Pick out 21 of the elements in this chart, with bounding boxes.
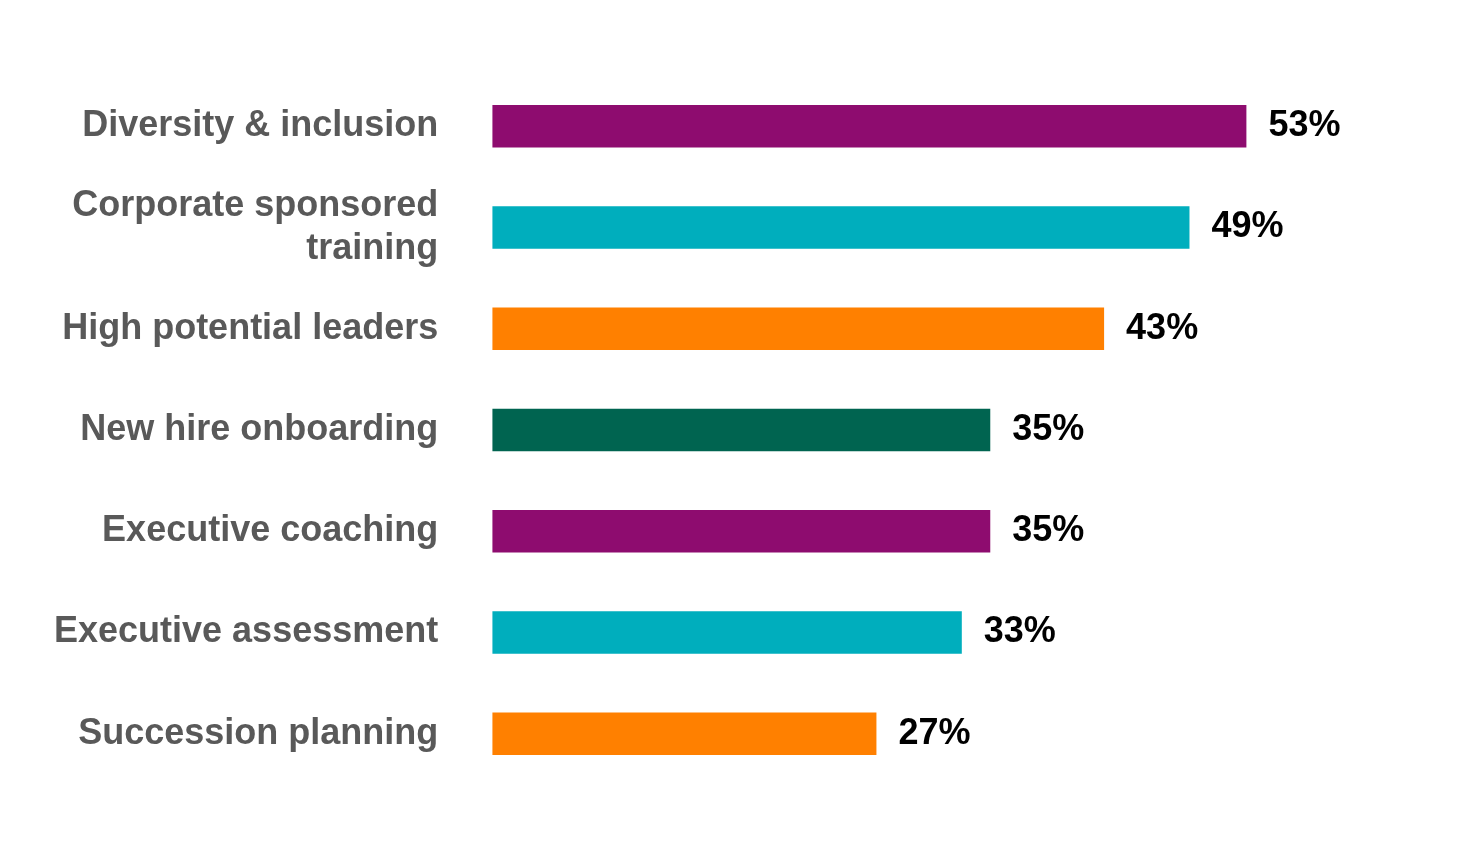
bar xyxy=(492,206,1190,249)
y-tick-label: Succession planning xyxy=(78,710,439,752)
bar xyxy=(492,307,1105,351)
y-tick-label: Corporate sponsored training xyxy=(72,182,439,268)
y-tick-label: Executive coaching xyxy=(102,508,439,550)
data-label: 27% xyxy=(898,710,971,752)
data-label: 33% xyxy=(983,609,1056,651)
bar xyxy=(492,408,991,452)
data-label: 35% xyxy=(1012,508,1085,550)
data-label: 53% xyxy=(1268,103,1341,145)
data-label: 49% xyxy=(1211,204,1284,246)
bar xyxy=(492,712,877,756)
y-tick-label: Executive assessment xyxy=(53,609,439,651)
data-label: 43% xyxy=(1126,305,1199,347)
data-label: 35% xyxy=(1012,406,1085,448)
bar xyxy=(492,611,962,654)
y-tick-label: New hire onboarding xyxy=(80,406,439,448)
bar xyxy=(492,104,1247,148)
bar xyxy=(492,509,991,553)
y-tick-label: High potential leaders xyxy=(62,305,439,347)
y-tick-label: Diversity & inclusion xyxy=(82,103,439,145)
